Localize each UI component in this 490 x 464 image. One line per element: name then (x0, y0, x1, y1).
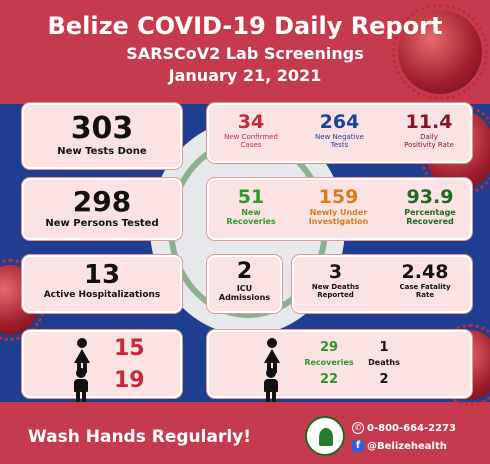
deaths-card: 3 New Deaths Reported 2.48 Case Fatality… (292, 255, 472, 313)
persons-label: New Persons Tested (45, 218, 159, 229)
cfr-value: 2.48 (401, 261, 449, 283)
investigation-value: 159 (318, 186, 359, 208)
report-title: Belize COVID-19 Daily Report (47, 12, 443, 40)
cfr-label-2: Rate (415, 291, 435, 299)
gender-cases-card: 15 19 (22, 330, 182, 402)
pct-recovered-label-2: Recovered (406, 217, 454, 226)
positivity-label-1: Daily (420, 133, 438, 141)
phone-contact: ✆ 0-800-664-2273 (352, 422, 456, 434)
hospitalizations-label: Active Hospitalizations (43, 290, 161, 300)
cfr-label-1: Case Fatality (399, 283, 451, 291)
positivity-label-2: Positivity Rate (404, 141, 454, 149)
icu-label-2: Admissions (218, 293, 271, 302)
recovery-card: 51 New Recoveries 159 Newly Under Invest… (207, 178, 472, 240)
slogan: Wash Hands Regularly! (28, 427, 252, 447)
female-cases: 15 (114, 336, 145, 361)
confirmed-value: 34 (237, 111, 265, 133)
investigation-label-2: Investigation (308, 217, 369, 226)
icu-card: 2 ICU Admissions (207, 255, 282, 313)
hospitalizations-value: 13 (83, 260, 121, 290)
investigation-label-1: Newly Under (309, 208, 368, 217)
recoveries-label-1: New (241, 208, 261, 217)
tests-value: 303 (70, 111, 134, 146)
male-icon (264, 368, 278, 402)
virus-image-top-right (392, 4, 488, 100)
report-date: January 21, 2021 (168, 66, 322, 85)
negative-value: 264 (319, 111, 360, 133)
male-recoveries: 22 (319, 372, 339, 387)
negative-label-1: New Negative (315, 133, 364, 141)
facebook-contact[interactable]: f @Belizehealth (352, 440, 447, 452)
facebook-icon: f (352, 440, 364, 452)
tests-card: 303 New Tests Done (22, 103, 182, 169)
negative-label-2: Tests (330, 141, 349, 149)
deaths-value: 3 (328, 261, 343, 283)
gender-outcomes-card: 29 Recoveries 22 1 Deaths 2 (207, 330, 472, 402)
confirmed-label-1: New Confirmed (224, 133, 278, 141)
confirmed-label-2: Cases (240, 141, 262, 149)
cases-card: 34 New Confirmed Cases 264 New Negative … (207, 103, 472, 163)
deaths-label: Deaths (368, 358, 400, 367)
icu-value: 2 (236, 259, 253, 284)
deaths-label-2: Reported (317, 291, 354, 299)
male-cases: 19 (114, 368, 145, 393)
recoveries-label: Recoveries (304, 358, 354, 367)
pct-recovered-value: 93.9 (406, 186, 454, 208)
footer-band (0, 412, 490, 464)
phone-icon: ✆ (352, 422, 364, 434)
recoveries-value: 51 (237, 186, 265, 208)
tests-label: New Tests Done (57, 146, 147, 157)
deaths-label-1: New Deaths (311, 283, 360, 291)
female-deaths: 1 (379, 340, 389, 355)
female-recoveries: 29 (319, 340, 339, 355)
male-icon (74, 368, 88, 402)
pct-recovered-label-1: Percentage (404, 208, 456, 217)
phone-number: 0-800-664-2273 (367, 423, 456, 434)
report-subtitle: SARSCoV2 Lab Screenings (126, 44, 364, 63)
ministry-of-health-logo (305, 416, 345, 456)
hospitalizations-card: 13 Active Hospitalizations (22, 255, 182, 313)
persons-value: 298 (72, 185, 132, 218)
icu-label-1: ICU (236, 284, 253, 293)
persons-card: 298 New Persons Tested (22, 178, 182, 240)
male-deaths: 2 (379, 372, 389, 387)
positivity-value: 11.4 (405, 111, 453, 133)
recoveries-label-2: Recoveries (226, 217, 276, 226)
facebook-handle: @Belizehealth (367, 441, 447, 452)
